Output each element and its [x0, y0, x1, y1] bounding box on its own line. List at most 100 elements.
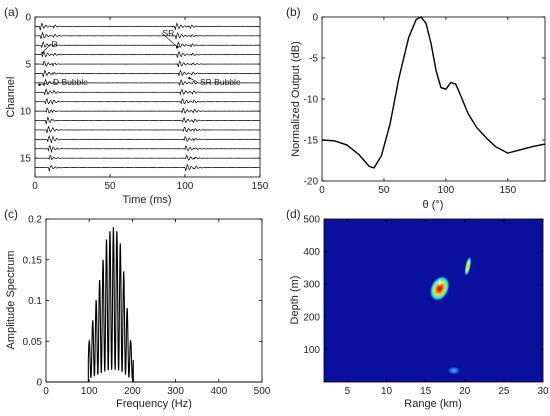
channel-trace [34, 69, 261, 78]
panel-a-ylabel: Channel [5, 77, 17, 118]
y-tick-label: 15 [20, 154, 32, 165]
panel-a-label: (a) [4, 5, 19, 19]
panel-d-frame [323, 218, 544, 383]
annotation-arrow [39, 81, 53, 86]
panel-a-xlabel: Time (ms) [122, 194, 171, 206]
y-tick-label: 5 [25, 60, 31, 71]
y-tick-label: 0 [312, 13, 318, 24]
x-tick-label: 200 [124, 386, 141, 397]
y-tick-label: 300 [303, 280, 320, 291]
panel-d-heatmap-background [324, 219, 543, 382]
y-tick-label: 0.2 [28, 215, 42, 226]
annotation-arrow [189, 77, 198, 83]
panel-d-ticks: 5 10 15 20 25 30 100 200 300 400 500 [303, 215, 549, 398]
target-marker: + [436, 276, 443, 290]
annotation-label: SR [163, 28, 175, 38]
channel-trace [34, 163, 261, 172]
panel-d-xlabel: Range (km) [404, 398, 461, 410]
panel-d-ylabel: Depth (m) [289, 276, 301, 325]
y-tick-label: 10 [20, 107, 32, 118]
panel-a-traces [34, 22, 261, 172]
panel-c-ylabel: Amplitude Spectrum [5, 250, 17, 349]
panel-b-xlabel: θ (°) [423, 199, 444, 211]
x-tick-label: 0 [43, 386, 49, 397]
panel-c-ticks: 0 100 200 300 400 500 0 0.05 0.1 0.15 0.2 [23, 215, 271, 398]
annotation-label: D Bubble [53, 77, 88, 87]
x-tick-label: 50 [378, 185, 390, 196]
annotation-arrow-head [41, 51, 44, 54]
panel-b-beam-line [321, 16, 546, 169]
panel-d: (d) + 5 10 15 20 25 30 100 200 300 400 500 Range (… [286, 207, 549, 410]
channel-trace [34, 125, 261, 134]
panel-b-ticks: 0 50 100 150 0 -5 -10 -15 -20 [304, 13, 545, 196]
channel-trace [34, 78, 261, 87]
annotation-arrow-head [188, 76, 191, 80]
x-tick-label: 0 [319, 185, 325, 196]
channel-trace [34, 88, 261, 96]
y-tick-label: -10 [304, 95, 319, 106]
x-tick-label: 30 [537, 386, 549, 397]
x-tick-label: 500 [254, 386, 271, 397]
panel-b: (b) 0 50 100 150 0 -5 -10 -15 -20 θ (°) Normaliz… [286, 5, 546, 211]
panel-a: (a) 0 50 100 150 0 5 10 15 D D Bubble SR SR Bubble… [4, 5, 269, 206]
channel-trace [34, 31, 261, 40]
panel-b-label: (b) [286, 5, 301, 19]
y-tick-label: 0.15 [23, 255, 43, 266]
annotation-arrow-head [38, 83, 41, 86]
x-tick-label: 5 [345, 386, 351, 397]
x-tick-label: 100 [81, 386, 98, 397]
x-tick-label: 0 [32, 181, 38, 192]
x-tick-label: 20 [459, 386, 471, 397]
x-tick-label: 50 [104, 181, 116, 192]
annotation-arrow [161, 32, 178, 48]
channel-trace [34, 98, 261, 106]
heatmap-blob-faint [446, 366, 461, 376]
x-tick-label: 100 [177, 181, 194, 192]
x-tick-label: 25 [498, 386, 510, 397]
annotation-arrow-head [176, 45, 179, 49]
panel-c-xlabel: Frequency (Hz) [116, 398, 192, 410]
x-tick-label: 150 [499, 185, 516, 196]
x-tick-label: 150 [252, 181, 269, 192]
panel-b-ylabel: Normalized Output (dB) [290, 41, 302, 157]
channel-trace [34, 22, 261, 31]
y-tick-label: 100 [303, 345, 320, 356]
panel-c-spectrum-line [46, 227, 262, 383]
y-tick-label: 500 [303, 215, 320, 226]
x-tick-label: 15 [420, 386, 432, 397]
annotation-arrow [42, 43, 51, 53]
x-tick-label: 300 [167, 386, 184, 397]
channel-trace [34, 60, 261, 67]
panel-b-frame [321, 16, 546, 182]
channel-trace [34, 145, 261, 154]
y-tick-label: -20 [304, 177, 319, 188]
y-tick-label: -15 [304, 136, 319, 147]
channel-trace [34, 154, 261, 161]
y-tick-label: 0.1 [28, 296, 42, 307]
y-tick-label: 200 [303, 312, 320, 323]
y-tick-label: -5 [309, 54, 318, 65]
channel-trace [34, 41, 261, 49]
annotation-label: D [52, 39, 58, 49]
y-tick-label: 0 [36, 378, 42, 389]
x-tick-label: 10 [381, 386, 393, 397]
panel-c-frame [45, 218, 263, 383]
panel-a-annotations: D D Bubble SR SR Bubble [38, 28, 241, 87]
x-tick-label: 100 [438, 185, 455, 196]
heatmap-blob-main [429, 276, 450, 301]
channel-trace [34, 135, 261, 144]
y-tick-label: 0.05 [23, 337, 43, 348]
panel-a-frame [34, 16, 261, 178]
panel-d-label: (d) [286, 207, 301, 221]
panel-d-blobs: + [429, 256, 472, 376]
panel-c: (c) 0 100 200 300 400 500 0 0.05 0.1 0.15 0.2 Freq… [4, 207, 271, 410]
y-tick-label: 0 [25, 13, 31, 24]
channel-trace [34, 107, 261, 114]
y-tick-label: 400 [303, 247, 320, 258]
x-tick-label: 400 [210, 386, 227, 397]
channel-trace [34, 116, 261, 125]
annotation-label: SR Bubble [200, 77, 241, 87]
heatmap-blob-secondary [464, 256, 472, 277]
panel-c-label: (c) [4, 207, 18, 221]
